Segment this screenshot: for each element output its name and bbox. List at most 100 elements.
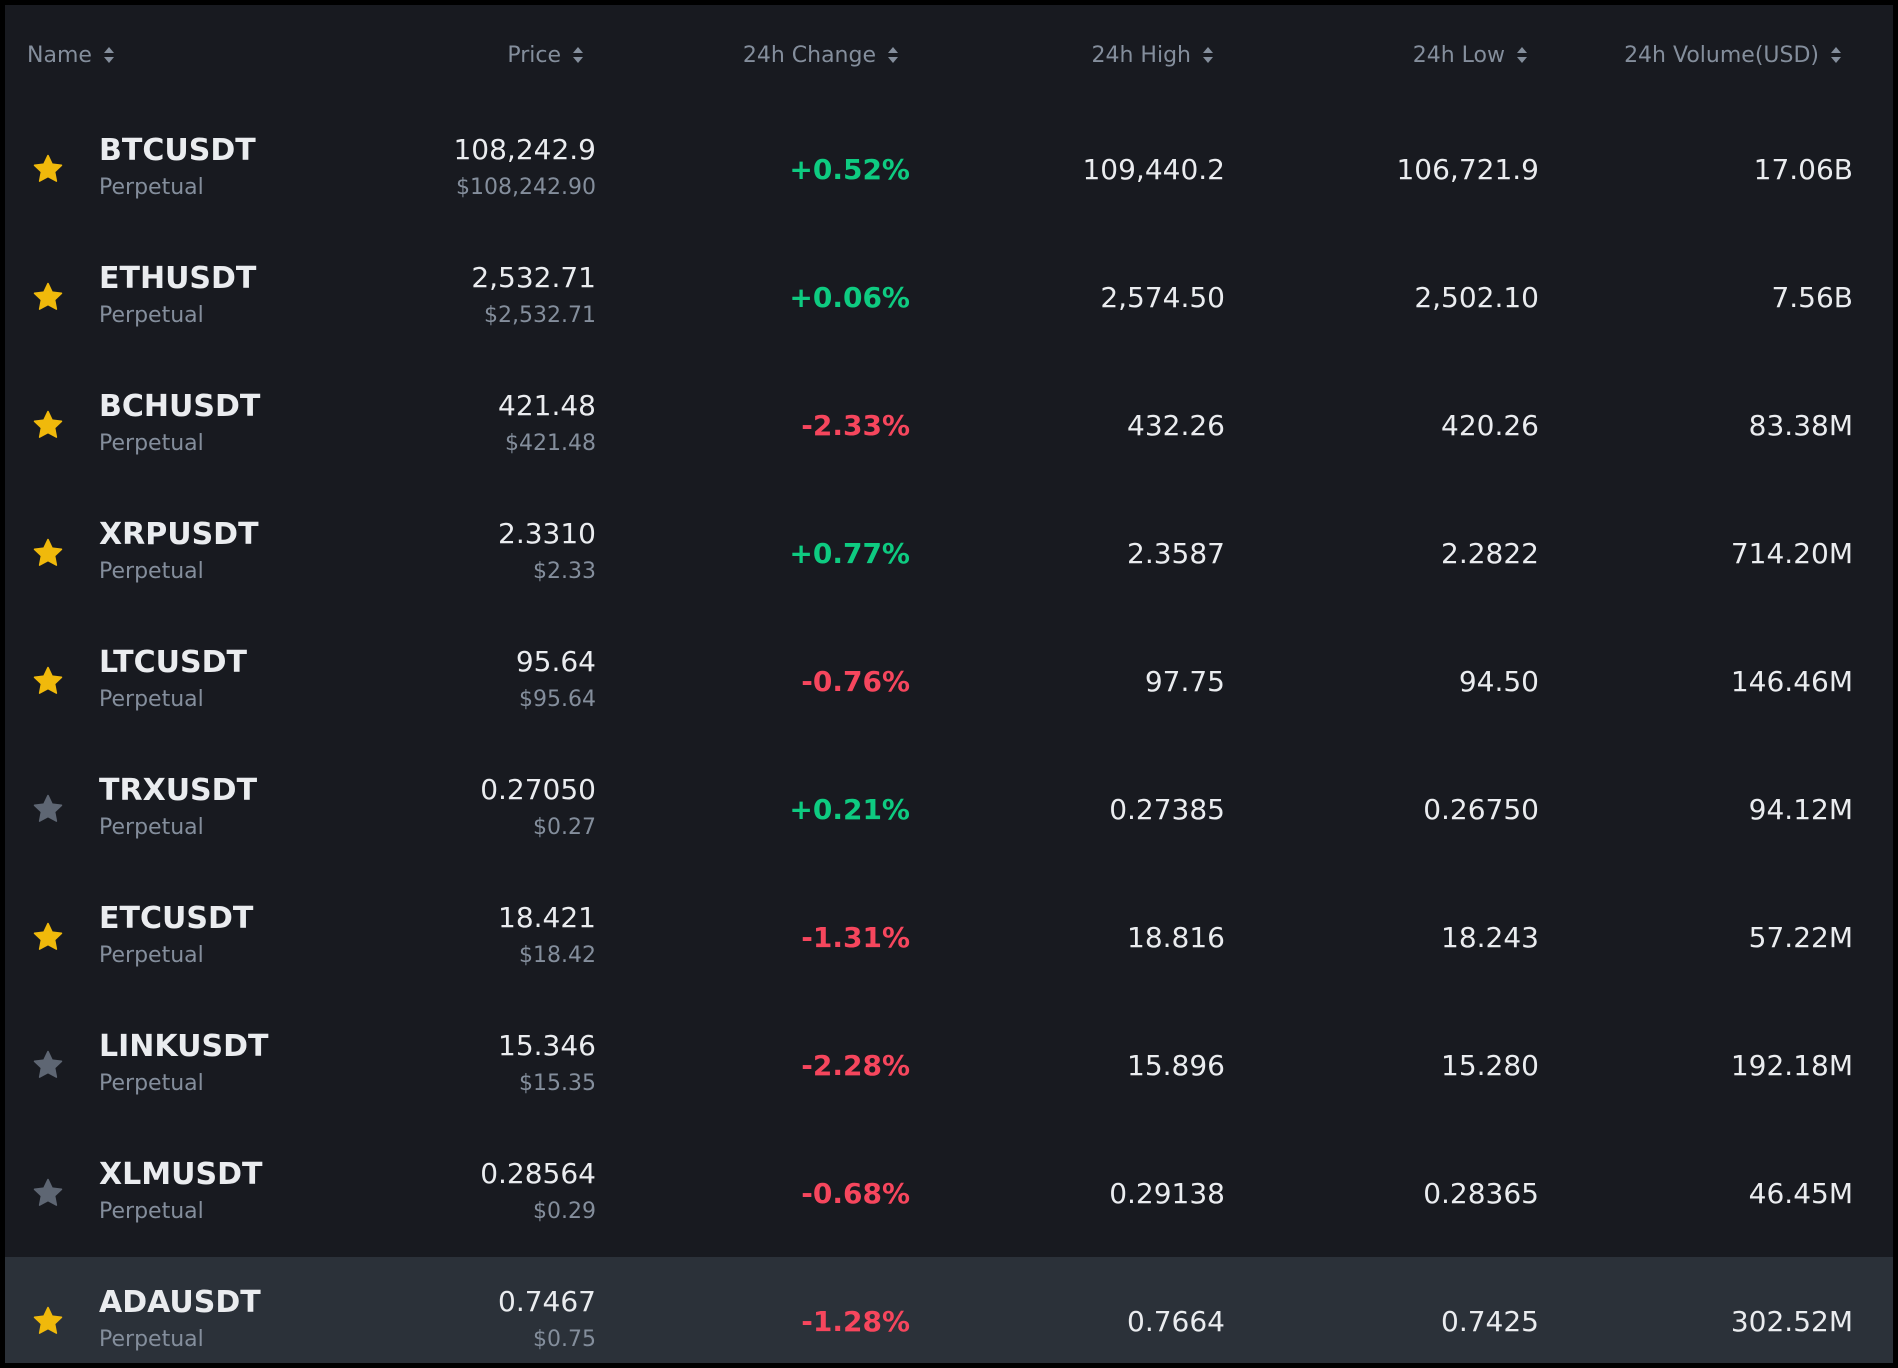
table-row[interactable]: ETHUSDT Perpetual 2,532.71 $2,532.71 +0.06% 2…: [5, 233, 1893, 361]
price-usd: $108,242.90: [456, 175, 596, 200]
low-price: 2.2822: [1441, 536, 1539, 570]
table-row[interactable]: XLMUSDT Perpetual 0.28564 $0.29 -0.68% 0.2913…: [5, 1129, 1893, 1257]
volume-usd: 17.06B: [1753, 152, 1853, 186]
symbol-name[interactable]: LTCUSDT: [99, 645, 247, 680]
sort-change-header[interactable]: 24h Change: [743, 5, 900, 105]
low-price: 0.28365: [1423, 1176, 1539, 1210]
sort-price-header[interactable]: Price: [507, 5, 585, 105]
last-price: 108,242.9: [453, 133, 596, 166]
header-low-label: 24h Low: [1412, 42, 1505, 68]
high-price: 0.29138: [1109, 1176, 1225, 1210]
volume-usd: 714.20M: [1730, 536, 1853, 570]
last-price: 0.7467: [498, 1285, 596, 1318]
favorite-star-icon[interactable]: [32, 1177, 64, 1209]
symbol-name[interactable]: LINKUSDT: [99, 1029, 269, 1064]
favorite-star-icon[interactable]: [32, 1049, 64, 1081]
favorite-star-icon[interactable]: [32, 537, 64, 569]
symbol-name[interactable]: ETCUSDT: [99, 901, 254, 936]
sort-volume-header[interactable]: 24h Volume(USD): [1624, 5, 1843, 105]
change-percent: -1.31%: [801, 920, 910, 954]
low-price: 0.7425: [1441, 1304, 1539, 1338]
volume-usd: 57.22M: [1748, 920, 1853, 954]
header-high-label: 24h High: [1091, 42, 1192, 68]
high-price: 2,574.50: [1100, 280, 1225, 314]
volume-usd: 94.12M: [1748, 792, 1853, 826]
price-usd: $2.33: [533, 559, 596, 584]
change-percent: +0.77%: [789, 536, 910, 570]
volume-usd: 146.46M: [1730, 664, 1853, 698]
change-percent: -0.76%: [801, 664, 910, 698]
table-row[interactable]: BTCUSDT Perpetual 108,242.9 $108,242.90 +0.5…: [5, 105, 1893, 233]
price-usd: $0.29: [533, 1199, 596, 1224]
high-price: 432.26: [1127, 408, 1225, 442]
sort-icon: [1201, 45, 1215, 65]
change-percent: +0.06%: [789, 280, 910, 314]
sort-icon: [1829, 45, 1843, 65]
high-price: 0.7664: [1127, 1304, 1225, 1338]
high-price: 109,440.2: [1082, 152, 1225, 186]
last-price: 0.28564: [480, 1157, 596, 1190]
contract-type: Perpetual: [99, 1327, 204, 1352]
symbol-name[interactable]: BTCUSDT: [99, 133, 256, 168]
price-usd: $0.75: [533, 1327, 596, 1352]
contract-type: Perpetual: [99, 815, 204, 840]
last-price: 421.48: [498, 389, 596, 422]
change-percent: -2.28%: [801, 1048, 910, 1082]
high-price: 18.816: [1127, 920, 1225, 954]
low-price: 0.26750: [1423, 792, 1539, 826]
table-row[interactable]: XRPUSDT Perpetual 2.3310 $2.33 +0.77% 2.3587 2…: [5, 489, 1893, 617]
low-price: 18.243: [1441, 920, 1539, 954]
contract-type: Perpetual: [99, 687, 204, 712]
table-row[interactable]: ETCUSDT Perpetual 18.421 $18.42 -1.31% 18.816…: [5, 873, 1893, 1001]
high-price: 97.75: [1144, 664, 1225, 698]
change-percent: +0.52%: [789, 152, 910, 186]
low-price: 94.50: [1458, 664, 1539, 698]
symbol-name[interactable]: BCHUSDT: [99, 389, 261, 424]
header-change-label: 24h Change: [742, 42, 876, 68]
table-row[interactable]: ADAUSDT Perpetual 0.7467 $0.75 -1.28% 0.7664 0…: [5, 1257, 1893, 1363]
contract-type: Perpetual: [99, 175, 204, 200]
sort-name-header[interactable]: Name: [27, 5, 116, 105]
high-price: 2.3587: [1127, 536, 1225, 570]
symbol-name[interactable]: ETHUSDT: [99, 261, 257, 296]
favorite-star-icon[interactable]: [32, 793, 64, 825]
price-usd: $0.27: [533, 815, 596, 840]
favorite-star-icon[interactable]: [32, 153, 64, 185]
price-usd: $15.35: [519, 1071, 596, 1096]
change-percent: +0.21%: [789, 792, 910, 826]
change-percent: -0.68%: [801, 1176, 910, 1210]
price-usd: $95.64: [519, 687, 596, 712]
sort-icon: [1515, 45, 1529, 65]
table-row[interactable]: TRXUSDT Perpetual 0.27050 $0.27 +0.21% 0.2738…: [5, 745, 1893, 873]
symbol-name[interactable]: XLMUSDT: [99, 1157, 263, 1192]
sort-low-header[interactable]: 24h Low: [1413, 5, 1529, 105]
high-price: 0.27385: [1109, 792, 1225, 826]
symbol-name[interactable]: XRPUSDT: [99, 517, 259, 552]
markets-table: Name Price 24h Change 24h High 24h Low 2…: [5, 5, 1893, 1363]
change-percent: -2.33%: [801, 408, 910, 442]
contract-type: Perpetual: [99, 431, 204, 456]
contract-type: Perpetual: [99, 943, 204, 968]
last-price: 95.64: [515, 645, 596, 678]
sort-icon: [571, 45, 585, 65]
sort-icon: [102, 45, 116, 65]
low-price: 420.26: [1441, 408, 1539, 442]
volume-usd: 83.38M: [1748, 408, 1853, 442]
symbol-name[interactable]: ADAUSDT: [99, 1285, 261, 1320]
favorite-star-icon[interactable]: [32, 921, 64, 953]
favorite-star-icon[interactable]: [32, 665, 64, 697]
high-price: 15.896: [1127, 1048, 1225, 1082]
favorite-star-icon[interactable]: [32, 1305, 64, 1337]
contract-type: Perpetual: [99, 559, 204, 584]
table-row[interactable]: LINKUSDT Perpetual 15.346 $15.35 -2.28% 15.89…: [5, 1001, 1893, 1129]
price-usd: $2,532.71: [484, 303, 596, 328]
table-row[interactable]: BCHUSDT Perpetual 421.48 $421.48 -2.33% 432.2…: [5, 361, 1893, 489]
last-price: 0.27050: [480, 773, 596, 806]
favorite-star-icon[interactable]: [32, 281, 64, 313]
symbol-name[interactable]: TRXUSDT: [99, 773, 258, 808]
last-price: 2.3310: [498, 517, 596, 550]
favorite-star-icon[interactable]: [32, 409, 64, 441]
sort-high-header[interactable]: 24h High: [1092, 5, 1216, 105]
change-percent: -1.28%: [801, 1304, 910, 1338]
table-row[interactable]: LTCUSDT Perpetual 95.64 $95.64 -0.76% 97.75 94…: [5, 617, 1893, 745]
